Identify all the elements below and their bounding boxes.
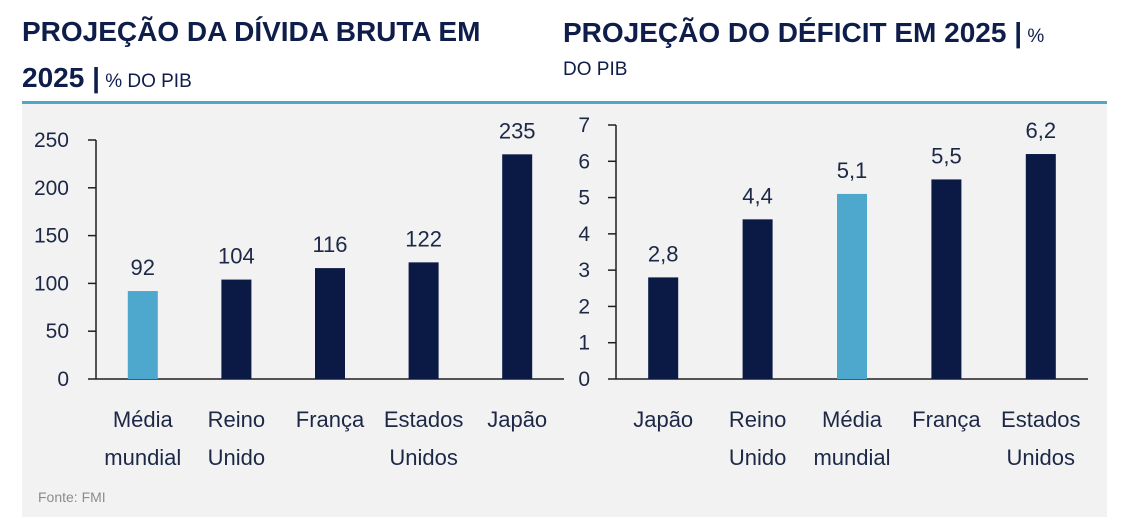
category-label-line: Estados xyxy=(384,407,464,432)
value-label-estados-unidos: 6,2 xyxy=(1026,118,1057,143)
bar-franca xyxy=(315,268,345,379)
source-note: Fonte: FMI xyxy=(38,489,106,505)
deficit-chart-header: PROJEÇÃO DO DÉFICIT EM 2025 | % DO PIB xyxy=(563,16,1063,86)
value-label-japao: 2,8 xyxy=(648,241,679,266)
category-label-line: Japão xyxy=(487,407,547,432)
category-label-franca: França xyxy=(912,407,981,432)
y-tick-label: 200 xyxy=(34,177,69,200)
value-label-media-mundial: 92 xyxy=(131,255,155,280)
category-label-media-mundial: Média mundial xyxy=(104,407,181,470)
bar-reino-unido xyxy=(742,219,773,379)
category-label-line: mundial xyxy=(104,445,181,470)
debt-chart: 0 50 100 150 200 250 92 Média mundial 104 Reino Uni… xyxy=(34,118,564,470)
value-label-franca: 5,5 xyxy=(931,143,962,168)
bar-japao xyxy=(648,277,679,379)
y-tick-label: 2 xyxy=(578,295,590,318)
category-label-line: França xyxy=(296,407,365,432)
bar-estados-unidos xyxy=(1025,154,1056,379)
value-label-estados-unidos: 122 xyxy=(405,226,442,251)
y-tick-label: 0 xyxy=(57,368,69,391)
y-tick-label: 100 xyxy=(34,272,69,295)
value-label-japao: 235 xyxy=(499,118,536,143)
debt-chart-unit: % DO PIB xyxy=(105,71,192,92)
category-label-line: Estados xyxy=(1001,407,1081,432)
header-rule xyxy=(22,101,1107,104)
category-label-line: Reino xyxy=(208,407,265,432)
category-label-japao: Japão xyxy=(633,407,693,432)
bar-media-mundial xyxy=(837,193,867,379)
y-tick-label: 1 xyxy=(578,332,590,355)
category-label-reino-unido: Reino Unido xyxy=(729,407,786,470)
bar-japao xyxy=(502,154,533,379)
y-tick-label: 0 xyxy=(578,368,590,391)
category-label-estados-unidos: Estados Unidos xyxy=(1001,407,1081,470)
category-label-line: Média xyxy=(113,407,174,432)
value-label-franca: 116 xyxy=(312,232,347,257)
value-label-media-mundial: 5,1 xyxy=(837,158,868,183)
bar-franca xyxy=(931,179,962,379)
category-label-media-mundial: Média mundial xyxy=(813,407,890,470)
category-label-estados-unidos: Estados Unidos xyxy=(384,407,464,470)
deficit-chart-unit: % DO PIB xyxy=(563,26,1045,80)
category-label-reino-unido: Reino Unido xyxy=(208,407,265,470)
category-label-franca: França xyxy=(296,407,365,432)
chart-panel xyxy=(22,104,1107,517)
category-label-line: Média xyxy=(822,407,883,432)
y-tick-label: 4 xyxy=(578,223,590,246)
debt-chart-header: PROJEÇÃO DA DÍVIDA BRUTA EM 2025 | % DO … xyxy=(22,11,522,103)
category-label-line: França xyxy=(912,407,981,432)
category-label-line: Unido xyxy=(208,445,265,470)
category-label-line: Japão xyxy=(633,407,693,432)
bar-reino-unido xyxy=(221,279,252,379)
bar-media-mundial xyxy=(127,291,158,379)
y-tick-label: 50 xyxy=(46,320,69,343)
category-label-line: Unido xyxy=(729,445,786,470)
category-label-japao: Japão xyxy=(487,407,547,432)
y-tick-label: 7 xyxy=(578,114,590,137)
value-label-reino-unido: 4,4 xyxy=(742,183,773,208)
y-tick-label: 150 xyxy=(34,225,69,248)
category-label-line: Unidos xyxy=(389,445,457,470)
debt-chart-title: PROJEÇÃO DA DÍVIDA BRUTA EM 2025 | xyxy=(22,16,481,93)
bar-estados-unidos xyxy=(408,262,439,379)
y-tick-label: 3 xyxy=(578,259,590,282)
category-label-line: Unidos xyxy=(1007,445,1075,470)
y-tick-label: 6 xyxy=(578,150,590,173)
value-label-reino-unido: 104 xyxy=(218,244,255,269)
y-tick-label: 250 xyxy=(34,129,69,152)
deficit-chart-title: PROJEÇÃO DO DÉFICIT EM 2025 | xyxy=(563,17,1023,48)
category-label-line: Reino xyxy=(729,407,786,432)
y-tick-label: 5 xyxy=(578,187,590,210)
category-label-line: mundial xyxy=(813,445,890,470)
deficit-chart: 0 1 2 3 4 5 6 7 2,8 Japão 4,4 Reino Unido 5,1 Média mun… xyxy=(578,114,1088,470)
